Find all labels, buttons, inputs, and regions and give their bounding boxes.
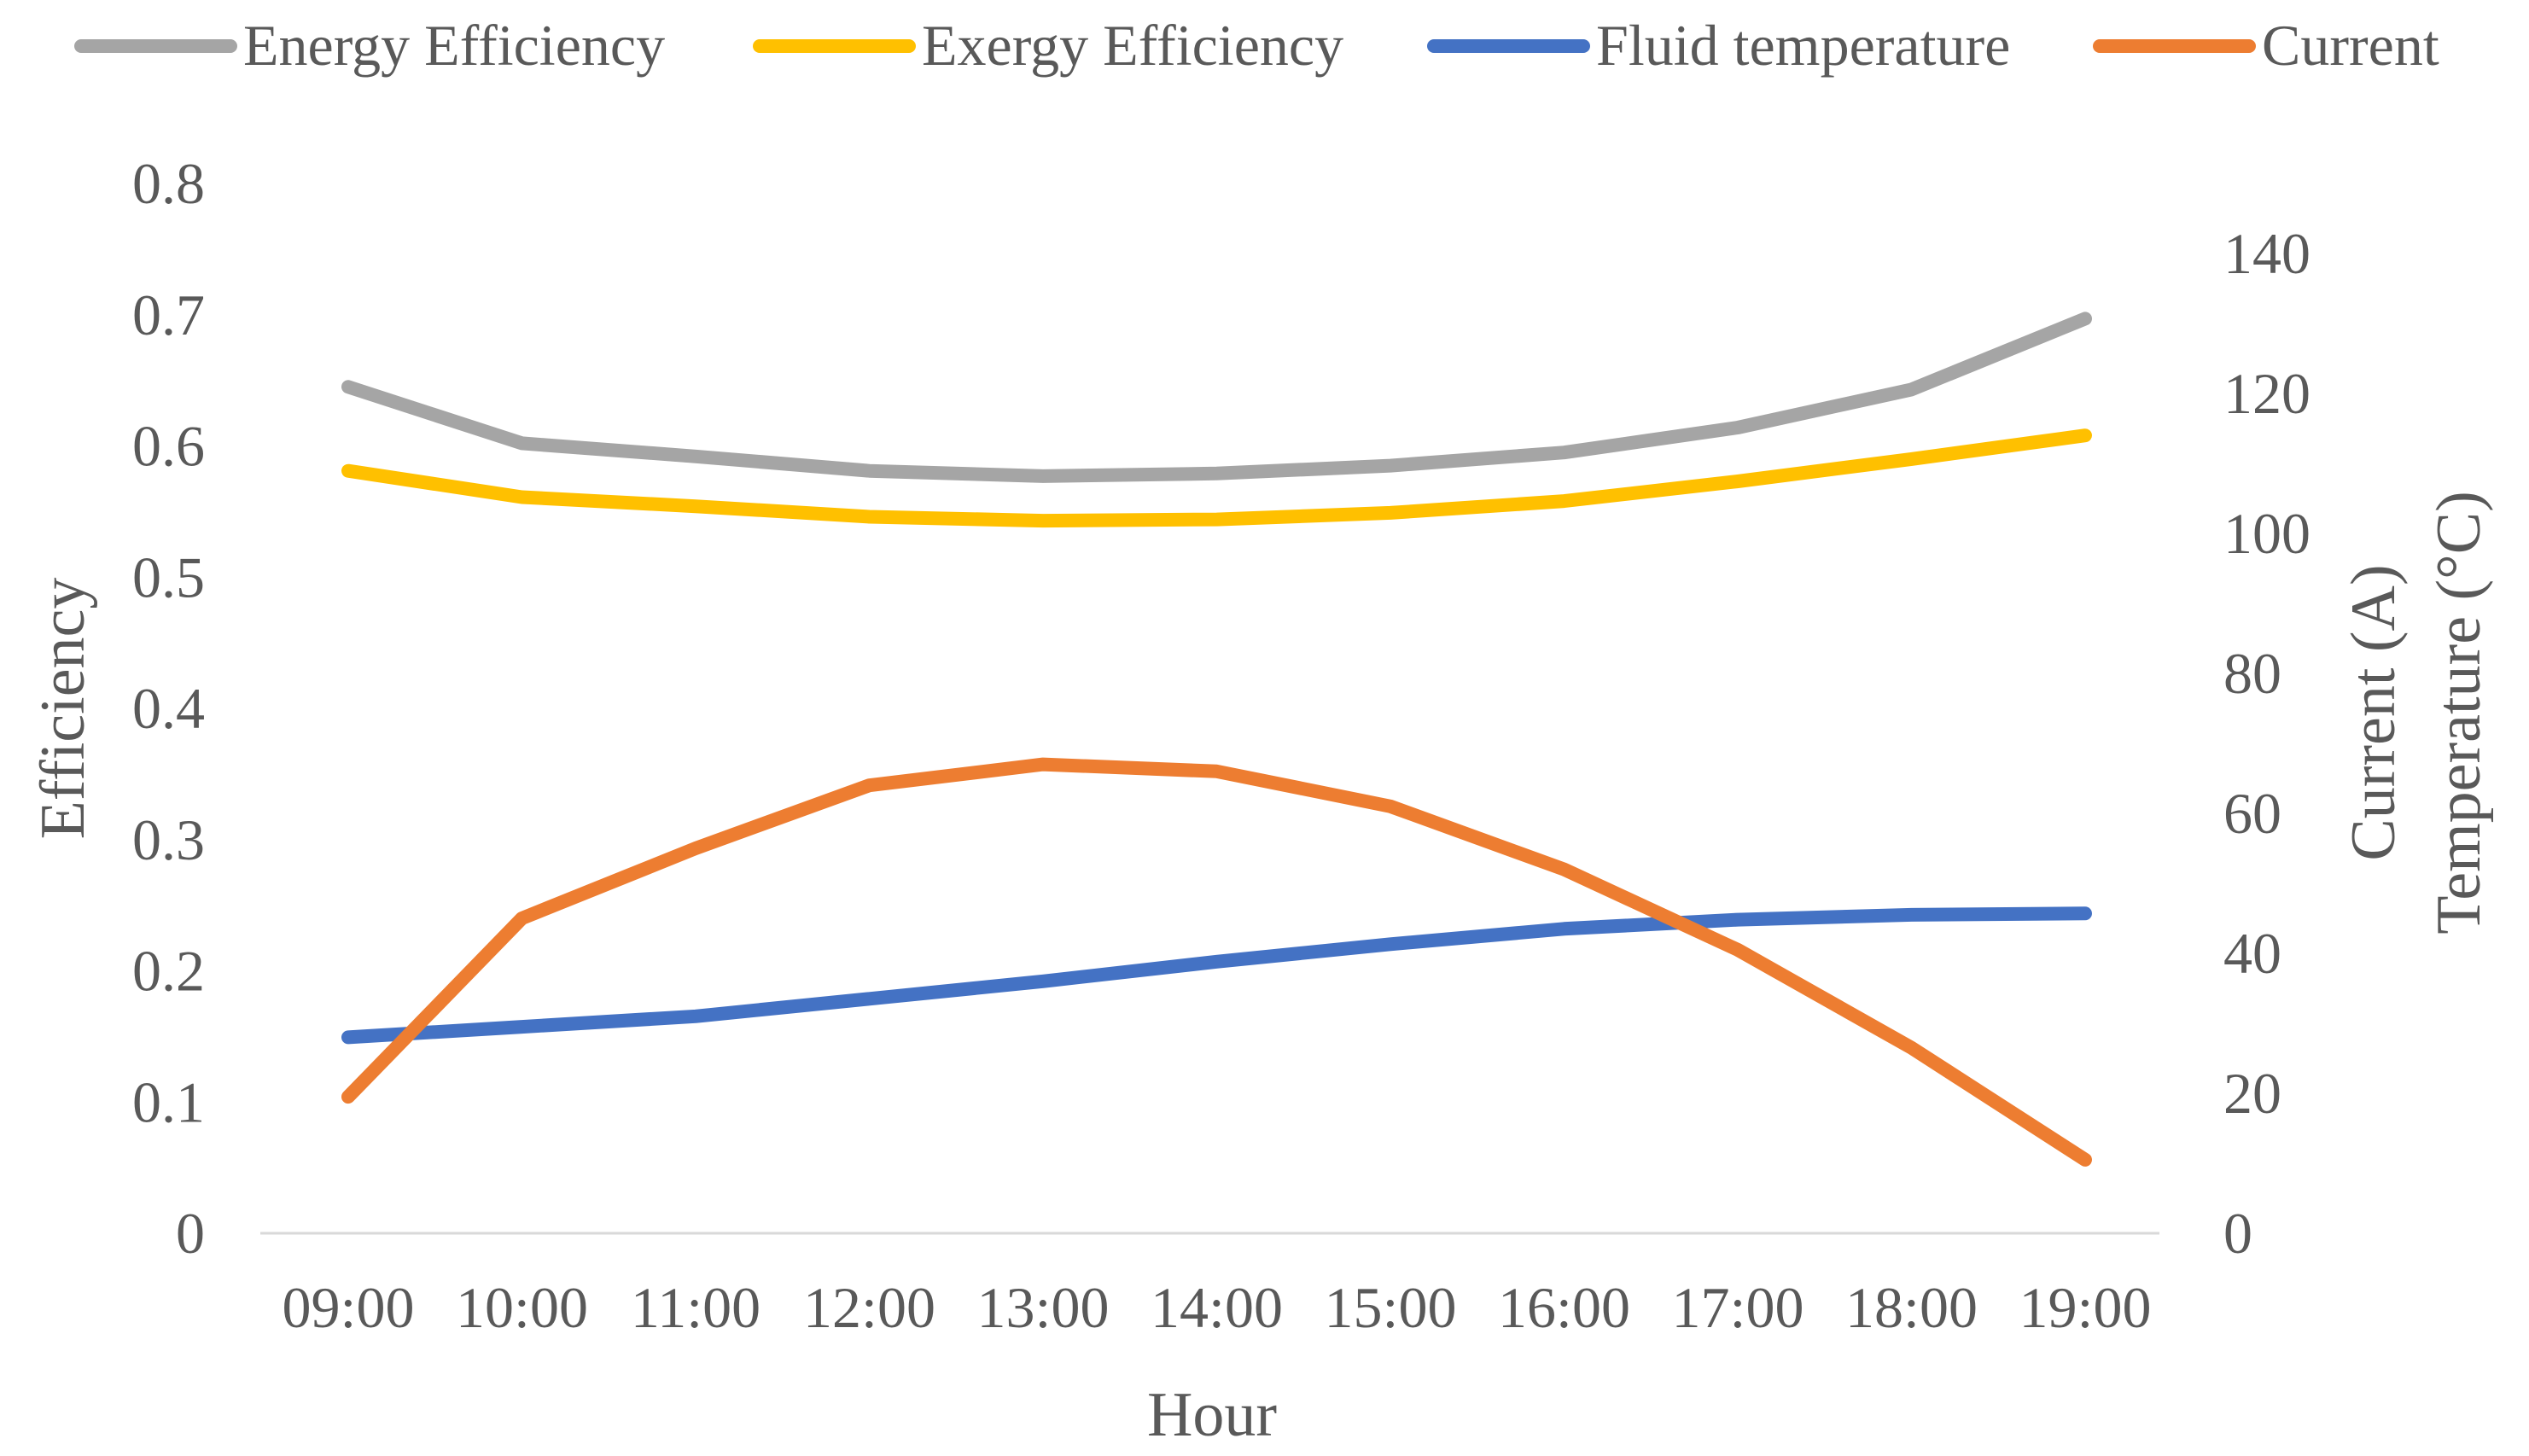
y-left-tick-label: 0.8 — [132, 151, 205, 216]
legend-label-fluid-temperature: Fluid temperature — [1596, 13, 2010, 78]
y-right-tick-label: 100 — [2223, 501, 2310, 566]
y-right-tick-label: 20 — [2223, 1061, 2281, 1126]
y-right-tick-label: 60 — [2223, 781, 2281, 846]
y-left-tick-label: 0.1 — [132, 1069, 205, 1134]
legend: Energy Efficiency Exergy Efficiency Fluid … — [74, 13, 2439, 78]
x-tick-label: 15:00 — [1325, 1275, 1457, 1340]
y-axis-right-title-current: Current (A) — [2339, 564, 2409, 860]
y-left-tick-label: 0.3 — [132, 807, 205, 872]
x-axis-ticks: 09:00 10:00 11:00 12:00 13:00 14:00 15:00 16:00… — [283, 1275, 2152, 1340]
y-right-tick-label: 40 — [2223, 921, 2281, 986]
left-axis-ticks: 0 0.1 0.2 0.3 0.4 0.5 0.6 0.7 0.8 — [132, 151, 205, 1266]
y-left-tick-label: 0.5 — [132, 545, 205, 609]
y-left-tick-label: 0.6 — [132, 414, 205, 479]
y-right-tick-label: 80 — [2223, 641, 2281, 706]
series-line-fluid-temperature — [341, 906, 2092, 1045]
x-tick-label: 19:00 — [2019, 1275, 2152, 1340]
y-left-tick-label: 0.2 — [132, 939, 205, 1004]
x-tick-label: 16:00 — [1498, 1275, 1630, 1340]
y-right-tick-label: 140 — [2223, 221, 2310, 286]
x-tick-label: 10:00 — [456, 1275, 588, 1340]
x-tick-label: 13:00 — [977, 1275, 1110, 1340]
x-axis-title: Hour — [1147, 1380, 1277, 1450]
series-line-exergy-efficiency — [341, 428, 2092, 528]
x-tick-label: 14:00 — [1151, 1275, 1283, 1340]
series-line-energy-efficiency — [341, 312, 2092, 483]
y-right-tick-label: 120 — [2223, 361, 2310, 426]
y-left-tick-label: 0.4 — [132, 676, 205, 741]
legend-label-energy-efficiency: Energy Efficiency — [243, 13, 665, 78]
legend-label-exergy-efficiency: Exergy Efficiency — [922, 13, 1343, 78]
x-tick-label: 09:00 — [283, 1275, 415, 1340]
y-left-tick-label: 0.7 — [132, 282, 205, 347]
y-axis-right-title-temperature: Temperature (°C) — [2424, 491, 2494, 935]
y-axis-left-title: Efficiency — [28, 578, 98, 840]
y-left-tick-label: 0 — [176, 1201, 205, 1266]
right-axis-ticks: 0 20 40 60 80 100 120 140 — [2223, 221, 2310, 1266]
x-tick-label: 18:00 — [1845, 1275, 1978, 1340]
x-tick-label: 12:00 — [803, 1275, 935, 1340]
x-tick-label: 11:00 — [631, 1275, 760, 1340]
x-tick-label: 17:00 — [1672, 1275, 1804, 1340]
series-lines — [341, 312, 2092, 1167]
legend-label-current: Current — [2262, 13, 2439, 78]
series-line-current — [341, 757, 2092, 1167]
y-right-tick-label: 0 — [2223, 1201, 2252, 1266]
